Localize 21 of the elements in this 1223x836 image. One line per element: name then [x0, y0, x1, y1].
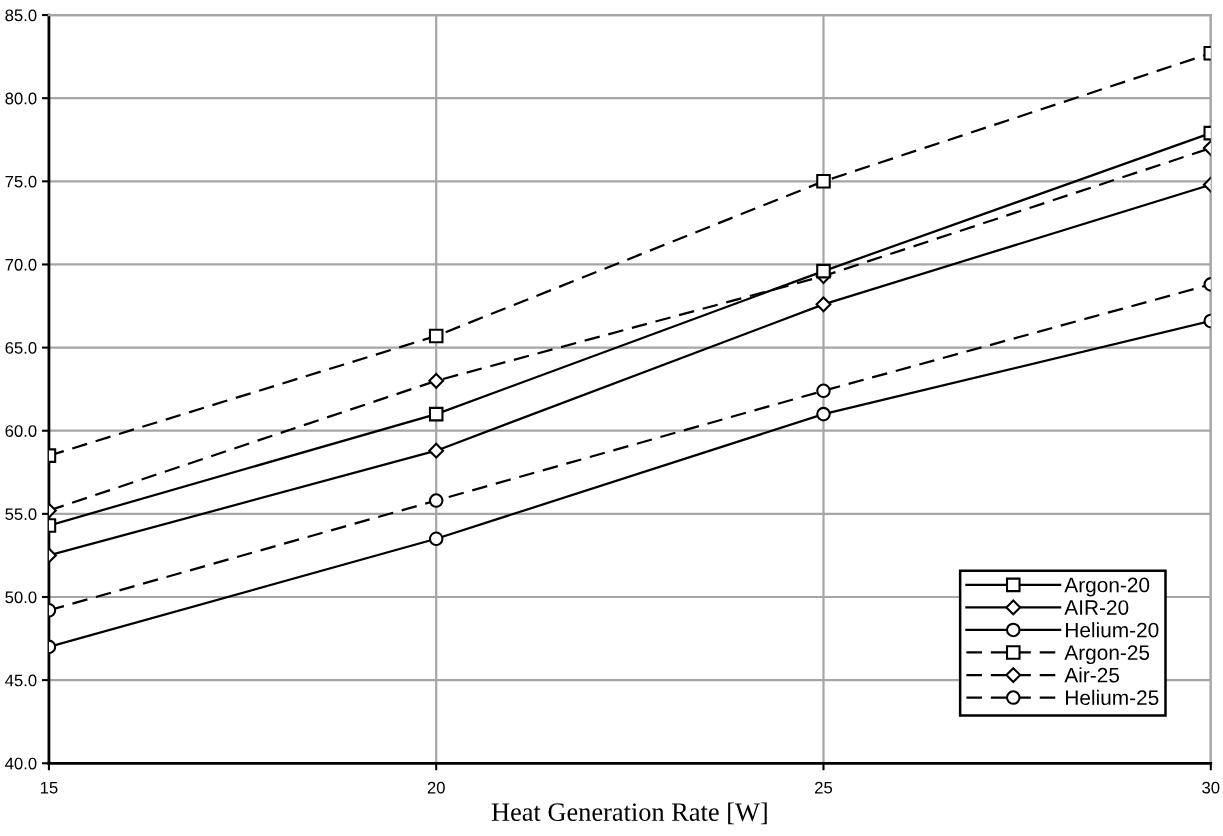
y-tick-label: 85.0	[5, 9, 37, 22]
legend-label: Air-25	[1064, 667, 1120, 683]
y-tick-label: 70.0	[5, 258, 37, 271]
x-tick-label: 15	[40, 781, 58, 794]
x-axis-title: Heat Generation Rate [W]	[491, 802, 767, 825]
legend-label: Helium-20	[1066, 622, 1159, 638]
y-tick-label: 65.0	[5, 341, 37, 354]
x-tick-label: 20	[427, 781, 445, 794]
x-tick-label: 30	[1202, 781, 1220, 794]
legend-label: AIR-20	[1064, 600, 1129, 615]
y-tick-label: 45.0	[5, 674, 37, 687]
legend-label: Helium-25	[1066, 689, 1159, 706]
y-tick-label: 80.0	[5, 92, 37, 105]
legend-label: Argon-25	[1064, 645, 1150, 665]
x-tick-label: 25	[815, 781, 833, 794]
y-tick-label: 50.0	[5, 591, 37, 604]
y-tick-label: 55.0	[5, 508, 37, 521]
y-tick-label: 75.0	[5, 175, 37, 188]
y-tick-label: 60.0	[5, 425, 37, 437]
y-tick-label: 40.0	[5, 757, 37, 770]
legend-label: Argon-20	[1064, 577, 1150, 597]
